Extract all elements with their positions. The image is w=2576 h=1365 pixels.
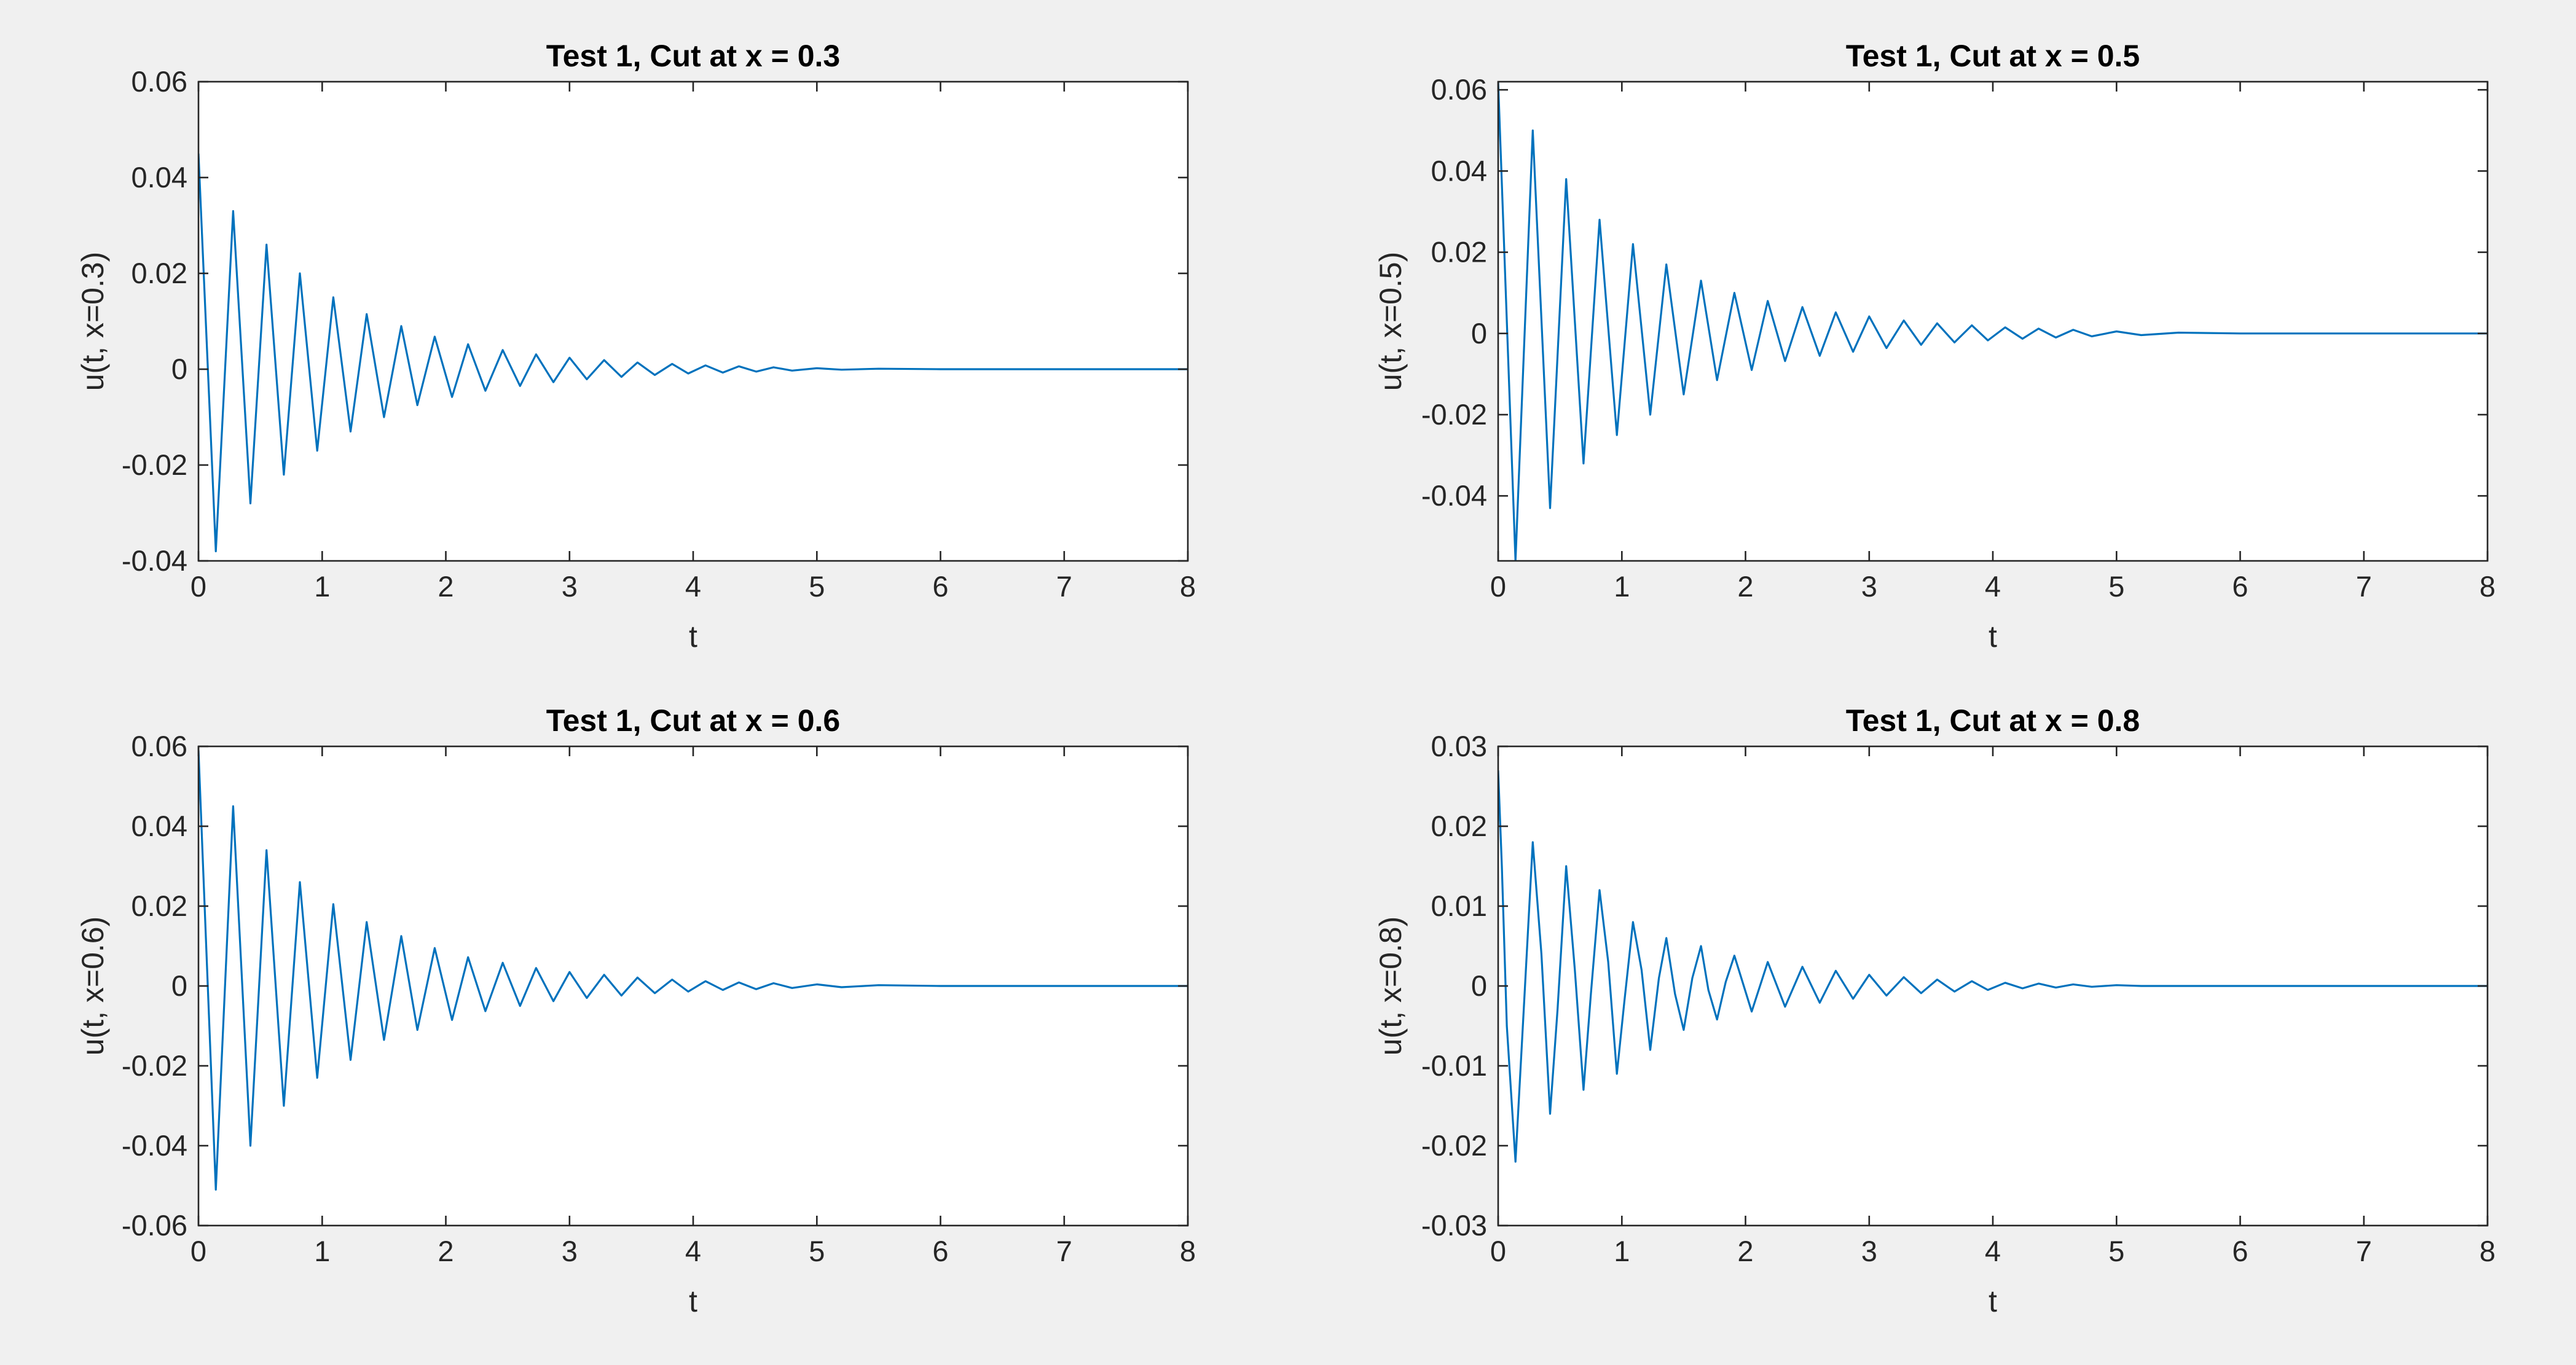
x-tick-label: 8 xyxy=(1180,1235,1196,1267)
x-tick-label: 7 xyxy=(1056,1235,1072,1267)
x-tick-label: 7 xyxy=(1056,570,1072,603)
x-tick-label: 0 xyxy=(1490,1235,1506,1267)
x-axis-title: t xyxy=(1989,619,1997,654)
x-tick-label: 7 xyxy=(2356,1235,2372,1267)
series-line xyxy=(198,153,1188,552)
plot-title: Test 1, Cut at x = 0.6 xyxy=(546,703,840,738)
x-tick-label: 6 xyxy=(2232,1235,2248,1267)
y-tick-label: 0.02 xyxy=(1431,236,1487,268)
y-axis-title: u(t, x=0.6) xyxy=(76,917,110,1056)
x-tick-label: 7 xyxy=(2356,570,2372,603)
y-axis-title: u(t, x=0.3) xyxy=(76,252,110,391)
x-tick-label: 1 xyxy=(314,1235,330,1267)
x-tick-label: 2 xyxy=(438,1235,454,1267)
y-tick-label: -0.06 xyxy=(122,1209,187,1242)
x-tick-label: 5 xyxy=(2108,1235,2124,1267)
series-line xyxy=(1498,770,2488,1163)
x-tick-label: 0 xyxy=(190,1235,206,1267)
y-tick-label: 0.04 xyxy=(1431,154,1487,187)
x-tick-label: 5 xyxy=(2108,570,2124,603)
x-tick-label: 3 xyxy=(1861,1235,1877,1267)
plot-title: Test 1, Cut at x = 0.3 xyxy=(546,39,840,73)
y-tick-label: -0.02 xyxy=(1421,1129,1487,1162)
y-tick-label: 0.01 xyxy=(1431,890,1487,922)
x-tick-label: 5 xyxy=(809,570,825,603)
plot-title: Test 1, Cut at x = 0.8 xyxy=(1846,703,2140,738)
y-tick-label: 0.02 xyxy=(1431,810,1487,842)
x-tick-label: 2 xyxy=(1737,1235,1753,1267)
plot-area xyxy=(1498,82,2488,561)
y-tick-label: 0.06 xyxy=(132,65,187,98)
axes-box xyxy=(1497,80,2489,562)
x-tick-label: 4 xyxy=(1985,570,2001,603)
y-tick-label: -0.03 xyxy=(1421,1209,1487,1242)
y-tick-label: -0.01 xyxy=(1421,1049,1487,1082)
x-tick-label: 1 xyxy=(1614,1235,1630,1267)
x-tick-label: 3 xyxy=(1861,570,1877,603)
subplot-cut-x-0.5: Test 1, Cut at x = 0.5 t u(t, x=0.5) 0 1 2… xyxy=(1373,39,2496,654)
y-tick-label: -0.04 xyxy=(122,1129,187,1162)
x-tick-label: 6 xyxy=(932,1235,948,1267)
subplot-cut-x-0.3: Test 1, Cut at x = 0.3 t u(t, x=0.3) 0 1 2… xyxy=(76,39,1196,654)
axes-box xyxy=(197,745,1189,1227)
x-tick-label: 4 xyxy=(1985,1235,2001,1267)
x-tick-label: 2 xyxy=(1737,570,1753,603)
x-tick-label: 4 xyxy=(685,570,701,603)
x-tick-label: 6 xyxy=(2232,570,2248,603)
subplot-cut-x-0.6: Test 1, Cut at x = 0.6 t u(t, x=0.6) 0 1 2… xyxy=(76,703,1196,1318)
subplot-cut-x-0.8: Test 1, Cut at x = 0.8 t u(t, x=0.8) 0 1 2… xyxy=(1373,703,2496,1318)
x-tick-label: 6 xyxy=(932,570,948,603)
x-tick-label: 1 xyxy=(1614,570,1630,603)
x-tick-label: 4 xyxy=(685,1235,701,1267)
y-tick-label: 0.04 xyxy=(132,810,187,842)
x-tick-label: 8 xyxy=(1180,570,1196,603)
y-tick-label: 0 xyxy=(171,969,187,1002)
y-tick-label: 0 xyxy=(1471,969,1487,1002)
y-tick-label: -0.02 xyxy=(122,448,187,481)
y-tick-label: -0.02 xyxy=(1421,398,1487,431)
x-tick-label: 0 xyxy=(1490,570,1506,603)
y-axis-title: u(t, x=0.8) xyxy=(1373,917,1408,1056)
y-tick-label: 0.02 xyxy=(132,257,187,289)
x-axis-title: t xyxy=(689,619,697,654)
x-tick-label: 8 xyxy=(2480,1235,2496,1267)
y-tick-label: 0.03 xyxy=(1431,730,1487,762)
x-axis-title: t xyxy=(689,1284,697,1318)
plot-area xyxy=(198,82,1188,561)
y-tick-label: -0.04 xyxy=(122,544,187,577)
y-tick-label: 0.06 xyxy=(132,730,187,762)
y-tick-label: 0 xyxy=(171,353,187,385)
y-tick-label: 0.02 xyxy=(132,890,187,922)
y-tick-label: 0.06 xyxy=(1431,73,1487,106)
series-line xyxy=(198,750,1188,1191)
x-axis-title: t xyxy=(1989,1284,1997,1318)
axes-box xyxy=(1497,745,2489,1227)
x-tick-label: 5 xyxy=(809,1235,825,1267)
y-tick-label: -0.04 xyxy=(1421,479,1487,512)
axes-box xyxy=(197,80,1189,562)
x-tick-label: 3 xyxy=(562,1235,578,1267)
x-tick-label: 2 xyxy=(438,570,454,603)
x-tick-label: 3 xyxy=(562,570,578,603)
y-tick-label: 0.04 xyxy=(132,161,187,194)
x-tick-label: 8 xyxy=(2480,570,2496,603)
y-tick-label: -0.02 xyxy=(122,1049,187,1082)
y-tick-label: 0 xyxy=(1471,317,1487,350)
series-line xyxy=(1498,82,2488,561)
x-tick-label: 0 xyxy=(190,570,206,603)
x-tick-label: 1 xyxy=(314,570,330,603)
y-axis-title: u(t, x=0.5) xyxy=(1373,252,1408,391)
plot-title: Test 1, Cut at x = 0.5 xyxy=(1846,39,2140,73)
